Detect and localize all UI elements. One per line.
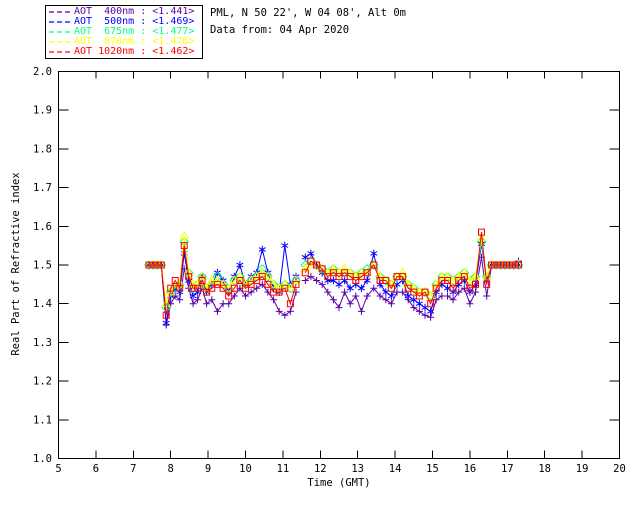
y-tick-label: 1.4 (33, 298, 52, 310)
x-tick-label: 10 (239, 463, 252, 475)
x-tick-label: 5 (55, 463, 61, 475)
legend-item: AOT 870nm : <1.476> (49, 37, 199, 47)
x-tick-label: 17 (501, 463, 514, 475)
y-axis-title: Real Part of Refractive index (10, 172, 22, 356)
y-tick-label: 2.0 (33, 66, 52, 78)
x-tick-label: 19 (576, 463, 589, 475)
y-tick-label: 1.1 (33, 414, 52, 426)
x-tick-label: 18 (538, 463, 551, 475)
x-tick-label: 15 (426, 463, 439, 475)
legend-item-label: AOT 400nm : <1.441> (74, 6, 195, 17)
x-tick-label: 9 (205, 463, 211, 475)
series-aot-870nm (144, 230, 524, 307)
x-tick-label: 12 (314, 463, 327, 475)
legend-dash-icon (49, 31, 71, 33)
data-date: Data from: 04 Apr 2020 (210, 24, 350, 36)
y-tick-label: 1.3 (33, 337, 52, 349)
legend-item-label: AOT 870nm : <1.476> (74, 36, 195, 47)
y-tick-label: 1.2 (33, 376, 52, 388)
legend-dash-icon (49, 11, 71, 13)
y-tick-label: 1.0 (33, 453, 52, 465)
series-aot-1020nm (145, 228, 522, 319)
x-tick-label: 6 (93, 463, 99, 475)
x-tick-label: 8 (168, 463, 174, 475)
x-tick-label: 20 (613, 463, 626, 475)
legend-box: AOT 400nm : <1.441> AOT 500nm : <1.469> AO… (45, 5, 203, 59)
legend-dash-icon (49, 51, 71, 53)
legend-item: AOT 1020nm : <1.462> (49, 47, 199, 57)
tick-labels: 5 6 7 8 9 10 11 12 13 14 15 16 17 18 19 20 1.0 1.1 1.2 1.3 1… (33, 66, 626, 475)
x-tick-label: 7 (130, 463, 136, 475)
station-info: PML, N 50 22', W 04 08', Alt 0m (210, 7, 406, 19)
legend-dash-icon (49, 41, 71, 43)
x-axis-title: Time (GMT) (307, 477, 371, 489)
y-tick-label: 1.9 (33, 105, 52, 117)
y-tick-label: 1.7 (33, 182, 52, 194)
legend-item-label: AOT 1020nm : <1.462> (74, 46, 195, 57)
y-tick-label: 1.6 (33, 221, 52, 233)
y-tick-label: 1.8 (33, 143, 52, 155)
x-tick-label: 13 (351, 463, 364, 475)
x-tick-label: 16 (464, 463, 477, 475)
series-markers (145, 228, 522, 319)
y-tick-label: 1.5 (33, 260, 52, 272)
legend-dash-icon (49, 21, 71, 23)
legend-item-label: AOT 500nm : <1.469> (74, 16, 195, 27)
legend-item: AOT 400nm : <1.441> (49, 7, 199, 17)
x-tick-label: 14 (389, 463, 402, 475)
legend-item-label: AOT 675nm : <1.477> (74, 26, 195, 37)
axes (58, 71, 620, 459)
legend-item: AOT 675nm : <1.477> (49, 27, 199, 37)
legend-item: AOT 500nm : <1.469> (49, 17, 199, 27)
x-tick-label: 11 (277, 463, 290, 475)
